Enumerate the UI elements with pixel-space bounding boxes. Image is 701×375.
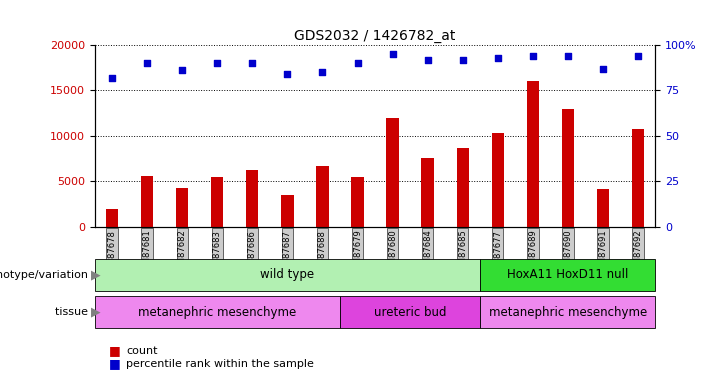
Text: GSM87684: GSM87684 bbox=[423, 230, 432, 275]
Text: GSM87681: GSM87681 bbox=[143, 230, 151, 275]
Bar bbox=[246, 170, 259, 227]
Point bbox=[212, 60, 223, 66]
Point bbox=[387, 51, 398, 57]
Text: GSM87682: GSM87682 bbox=[178, 230, 186, 275]
Text: GSM87691: GSM87691 bbox=[599, 230, 607, 275]
Bar bbox=[562, 109, 574, 227]
Text: ■: ■ bbox=[109, 344, 124, 357]
Bar bbox=[316, 166, 329, 227]
Point bbox=[177, 68, 188, 74]
Text: GSM87686: GSM87686 bbox=[248, 230, 257, 276]
Bar bbox=[491, 133, 504, 227]
Point bbox=[492, 55, 503, 61]
Text: count: count bbox=[126, 346, 158, 355]
Text: GSM87685: GSM87685 bbox=[458, 230, 467, 275]
Point bbox=[527, 53, 538, 59]
Bar bbox=[106, 209, 118, 227]
Text: HoxA11 HoxD11 null: HoxA11 HoxD11 null bbox=[507, 268, 629, 281]
Bar bbox=[141, 176, 154, 227]
Bar bbox=[340, 296, 480, 328]
Text: GSM87678: GSM87678 bbox=[108, 230, 116, 276]
Point bbox=[597, 66, 608, 72]
Text: ureteric bud: ureteric bud bbox=[374, 306, 447, 319]
Text: genotype/variation: genotype/variation bbox=[0, 270, 91, 280]
Bar bbox=[456, 148, 469, 227]
Text: metanephric mesenchyme: metanephric mesenchyme bbox=[489, 306, 647, 319]
Text: GSM87677: GSM87677 bbox=[494, 230, 502, 276]
Text: wild type: wild type bbox=[260, 268, 315, 281]
Text: GSM87687: GSM87687 bbox=[283, 230, 292, 276]
Bar bbox=[526, 81, 539, 227]
Bar bbox=[211, 177, 224, 227]
Text: ▶: ▶ bbox=[91, 306, 101, 319]
Text: metanephric mesenchyme: metanephric mesenchyme bbox=[138, 306, 297, 319]
Bar bbox=[95, 259, 480, 291]
Text: ■: ■ bbox=[109, 357, 124, 370]
Bar bbox=[480, 259, 655, 291]
Bar bbox=[480, 296, 655, 328]
Text: GSM87683: GSM87683 bbox=[213, 230, 222, 276]
Point bbox=[422, 57, 433, 63]
Bar bbox=[351, 177, 364, 227]
Point bbox=[352, 60, 363, 66]
Point bbox=[282, 71, 293, 77]
Text: GSM87689: GSM87689 bbox=[529, 230, 537, 275]
Bar bbox=[176, 188, 189, 227]
Point bbox=[142, 60, 153, 66]
Title: GDS2032 / 1426782_at: GDS2032 / 1426782_at bbox=[294, 28, 456, 43]
Point bbox=[107, 75, 118, 81]
Point bbox=[317, 69, 328, 75]
Point bbox=[632, 53, 644, 59]
Bar bbox=[386, 118, 399, 227]
Bar bbox=[421, 158, 434, 227]
Bar bbox=[597, 189, 609, 227]
Text: GSM87690: GSM87690 bbox=[564, 230, 572, 275]
Text: GSM87688: GSM87688 bbox=[318, 230, 327, 276]
Text: GSM87680: GSM87680 bbox=[388, 230, 397, 275]
Point bbox=[457, 57, 468, 63]
Text: percentile rank within the sample: percentile rank within the sample bbox=[126, 359, 314, 369]
Point bbox=[562, 53, 573, 59]
Bar bbox=[95, 296, 340, 328]
Bar bbox=[632, 129, 644, 227]
Text: GSM87692: GSM87692 bbox=[634, 230, 642, 275]
Point bbox=[247, 60, 258, 66]
Bar bbox=[281, 195, 294, 227]
Text: ▶: ▶ bbox=[91, 268, 101, 281]
Text: GSM87679: GSM87679 bbox=[353, 230, 362, 275]
Text: tissue: tissue bbox=[55, 307, 91, 317]
